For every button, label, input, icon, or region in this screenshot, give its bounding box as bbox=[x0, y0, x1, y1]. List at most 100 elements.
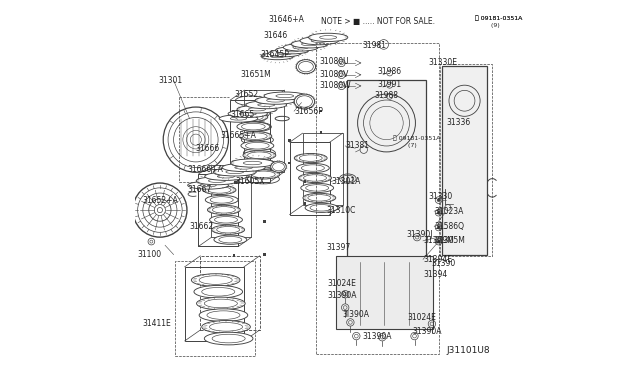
Text: 31666: 31666 bbox=[195, 144, 220, 153]
Text: 31024E: 31024E bbox=[407, 313, 436, 322]
Bar bbox=[263, 253, 266, 256]
Ellipse shape bbox=[196, 297, 245, 310]
Ellipse shape bbox=[213, 168, 256, 176]
Bar bbox=[288, 140, 291, 142]
Text: 31310C: 31310C bbox=[326, 206, 356, 215]
Bar bbox=[290, 142, 330, 215]
Text: 31646+A: 31646+A bbox=[268, 16, 304, 25]
Text: 31379M: 31379M bbox=[423, 236, 454, 246]
Bar bbox=[303, 133, 342, 205]
Ellipse shape bbox=[296, 163, 329, 173]
Text: 31390J: 31390J bbox=[406, 230, 433, 240]
Ellipse shape bbox=[276, 47, 309, 54]
Bar bbox=[442, 65, 487, 254]
Circle shape bbox=[437, 211, 440, 214]
Ellipse shape bbox=[204, 332, 253, 345]
Ellipse shape bbox=[219, 115, 258, 122]
Text: Ⓑ 09181-0351A: Ⓑ 09181-0351A bbox=[475, 16, 522, 21]
Ellipse shape bbox=[207, 205, 240, 214]
Ellipse shape bbox=[305, 203, 338, 212]
Ellipse shape bbox=[294, 94, 315, 109]
Text: 31991: 31991 bbox=[378, 80, 401, 89]
Ellipse shape bbox=[191, 274, 240, 286]
Ellipse shape bbox=[269, 50, 301, 57]
Ellipse shape bbox=[264, 92, 305, 100]
Ellipse shape bbox=[300, 37, 339, 45]
Ellipse shape bbox=[261, 53, 294, 60]
Ellipse shape bbox=[245, 160, 278, 169]
Ellipse shape bbox=[243, 151, 276, 160]
Ellipse shape bbox=[199, 309, 248, 321]
Bar bbox=[234, 181, 237, 184]
Text: 31305M: 31305M bbox=[434, 236, 465, 246]
Bar bbox=[304, 180, 307, 183]
Text: 31665+A: 31665+A bbox=[221, 131, 257, 141]
Ellipse shape bbox=[237, 106, 277, 113]
Text: 31381: 31381 bbox=[345, 141, 369, 151]
Bar bbox=[244, 90, 284, 172]
Ellipse shape bbox=[205, 195, 238, 205]
Text: 31390A: 31390A bbox=[412, 327, 442, 336]
Bar bbox=[288, 162, 291, 164]
Text: 31024E: 31024E bbox=[328, 279, 356, 288]
Ellipse shape bbox=[291, 40, 328, 48]
Text: 31652: 31652 bbox=[235, 90, 259, 99]
Text: (7): (7) bbox=[396, 144, 417, 148]
Text: 31394: 31394 bbox=[423, 270, 447, 279]
Ellipse shape bbox=[294, 154, 327, 163]
Ellipse shape bbox=[210, 215, 243, 224]
Text: 31397: 31397 bbox=[326, 243, 351, 251]
Text: 31301A: 31301A bbox=[331, 177, 360, 186]
Ellipse shape bbox=[308, 33, 348, 42]
Bar bbox=[440, 64, 492, 256]
Ellipse shape bbox=[205, 172, 247, 180]
Text: 31330: 31330 bbox=[429, 192, 453, 201]
Bar bbox=[233, 254, 236, 257]
Text: 31390A: 31390A bbox=[363, 331, 392, 341]
Bar bbox=[304, 202, 307, 205]
Text: Ⓑ 09181-0351A: Ⓑ 09181-0351A bbox=[475, 16, 522, 21]
Text: 31100: 31100 bbox=[138, 250, 162, 259]
Text: 31667: 31667 bbox=[188, 185, 212, 194]
Bar bbox=[198, 174, 239, 246]
Text: 31666+A: 31666+A bbox=[188, 165, 223, 174]
Text: 31390A: 31390A bbox=[328, 291, 357, 300]
Text: 31662: 31662 bbox=[189, 221, 214, 231]
Ellipse shape bbox=[301, 183, 333, 192]
Ellipse shape bbox=[212, 225, 244, 234]
Bar bbox=[320, 110, 323, 112]
Circle shape bbox=[437, 240, 440, 243]
Ellipse shape bbox=[246, 101, 287, 109]
Text: 31080W: 31080W bbox=[319, 81, 351, 90]
Text: 31411E: 31411E bbox=[143, 319, 172, 328]
Text: 31080V: 31080V bbox=[319, 70, 349, 78]
Text: J31101U8: J31101U8 bbox=[446, 346, 490, 355]
Text: 31981: 31981 bbox=[363, 41, 387, 50]
Bar bbox=[211, 165, 252, 237]
Text: 31645P: 31645P bbox=[260, 50, 289, 59]
Ellipse shape bbox=[296, 60, 316, 74]
Bar bbox=[347, 80, 426, 288]
Text: 31665: 31665 bbox=[230, 110, 255, 119]
Text: 31605X: 31605X bbox=[236, 177, 265, 186]
Ellipse shape bbox=[203, 185, 236, 195]
Text: 31646: 31646 bbox=[264, 31, 288, 41]
Ellipse shape bbox=[299, 173, 332, 183]
Bar bbox=[230, 100, 270, 182]
Circle shape bbox=[437, 226, 440, 229]
Bar bbox=[320, 131, 323, 134]
Text: 31080U: 31080U bbox=[319, 57, 349, 66]
Ellipse shape bbox=[228, 110, 268, 118]
Ellipse shape bbox=[271, 161, 286, 172]
Text: 31586Q: 31586Q bbox=[434, 222, 464, 231]
Text: 31656P: 31656P bbox=[294, 107, 323, 116]
Ellipse shape bbox=[255, 96, 296, 104]
Text: (9): (9) bbox=[479, 23, 499, 28]
Ellipse shape bbox=[235, 112, 268, 122]
Ellipse shape bbox=[194, 285, 243, 298]
Bar bbox=[263, 220, 266, 222]
Ellipse shape bbox=[237, 122, 269, 131]
Ellipse shape bbox=[214, 235, 247, 244]
Ellipse shape bbox=[241, 141, 274, 150]
Bar bbox=[336, 256, 433, 329]
